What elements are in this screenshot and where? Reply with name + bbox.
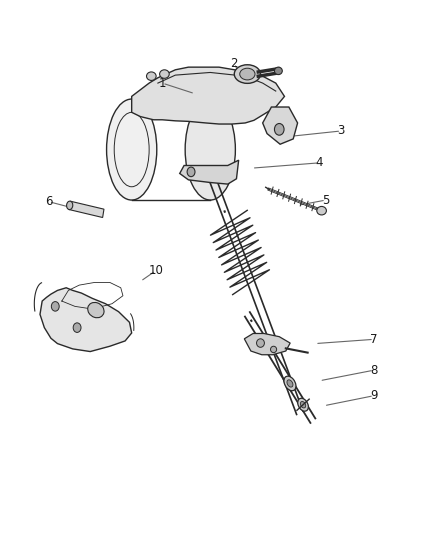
Ellipse shape (234, 64, 261, 83)
Text: 6: 6 (45, 195, 53, 208)
Ellipse shape (275, 124, 284, 135)
Ellipse shape (159, 70, 169, 78)
Polygon shape (69, 201, 104, 217)
Ellipse shape (257, 339, 265, 348)
Ellipse shape (73, 323, 81, 333)
Ellipse shape (271, 346, 277, 353)
Text: 10: 10 (148, 264, 163, 277)
Ellipse shape (51, 302, 59, 311)
Ellipse shape (240, 68, 255, 80)
Text: 3: 3 (338, 124, 345, 138)
Text: 8: 8 (370, 364, 378, 377)
Ellipse shape (67, 201, 73, 209)
Ellipse shape (287, 380, 293, 387)
Polygon shape (263, 107, 297, 144)
Polygon shape (244, 334, 290, 355)
Ellipse shape (185, 99, 235, 200)
Polygon shape (40, 288, 132, 352)
Text: 4: 4 (316, 156, 323, 169)
Ellipse shape (187, 167, 195, 176)
Text: 7: 7 (370, 333, 378, 346)
Ellipse shape (88, 302, 104, 318)
Polygon shape (132, 67, 285, 124)
Ellipse shape (317, 206, 326, 215)
Polygon shape (180, 160, 239, 184)
Text: 5: 5 (322, 193, 330, 207)
Ellipse shape (106, 99, 157, 200)
Ellipse shape (298, 398, 308, 411)
Ellipse shape (147, 72, 156, 80)
Ellipse shape (275, 67, 283, 75)
Ellipse shape (300, 401, 306, 408)
Text: 9: 9 (370, 389, 378, 402)
Text: 2: 2 (230, 57, 238, 70)
Ellipse shape (284, 376, 296, 391)
Text: 1: 1 (159, 77, 166, 90)
